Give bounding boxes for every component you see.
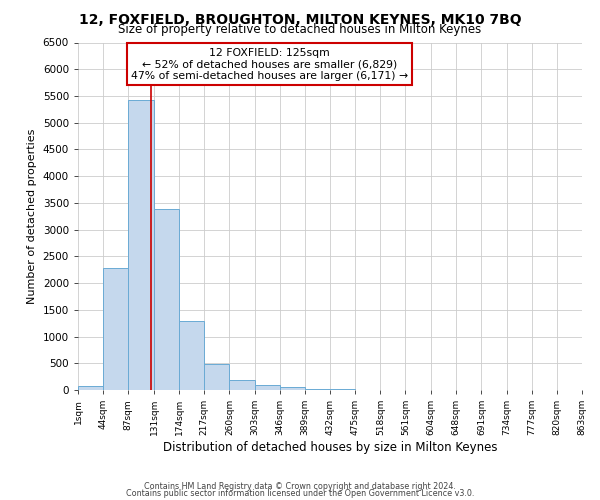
Bar — [229, 380, 254, 390]
Bar — [204, 364, 229, 390]
Bar — [154, 209, 179, 390]
Text: Contains public sector information licensed under the Open Government Licence v3: Contains public sector information licen… — [126, 489, 474, 498]
Bar — [103, 268, 128, 390]
Bar — [305, 389, 330, 390]
Text: Size of property relative to detached houses in Milton Keynes: Size of property relative to detached ho… — [118, 22, 482, 36]
Text: Contains HM Land Registry data © Crown copyright and database right 2024.: Contains HM Land Registry data © Crown c… — [144, 482, 456, 491]
X-axis label: Distribution of detached houses by size in Milton Keynes: Distribution of detached houses by size … — [163, 441, 497, 454]
Text: 12, FOXFIELD, BROUGHTON, MILTON KEYNES, MK10 7BQ: 12, FOXFIELD, BROUGHTON, MILTON KEYNES, … — [79, 12, 521, 26]
Text: 12 FOXFIELD: 125sqm
← 52% of detached houses are smaller (6,829)
47% of semi-det: 12 FOXFIELD: 125sqm ← 52% of detached ho… — [131, 48, 408, 81]
Bar — [179, 321, 204, 390]
Bar — [78, 386, 103, 390]
Bar — [254, 385, 280, 390]
Bar — [280, 387, 305, 390]
Bar — [128, 100, 154, 390]
Y-axis label: Number of detached properties: Number of detached properties — [27, 128, 37, 304]
